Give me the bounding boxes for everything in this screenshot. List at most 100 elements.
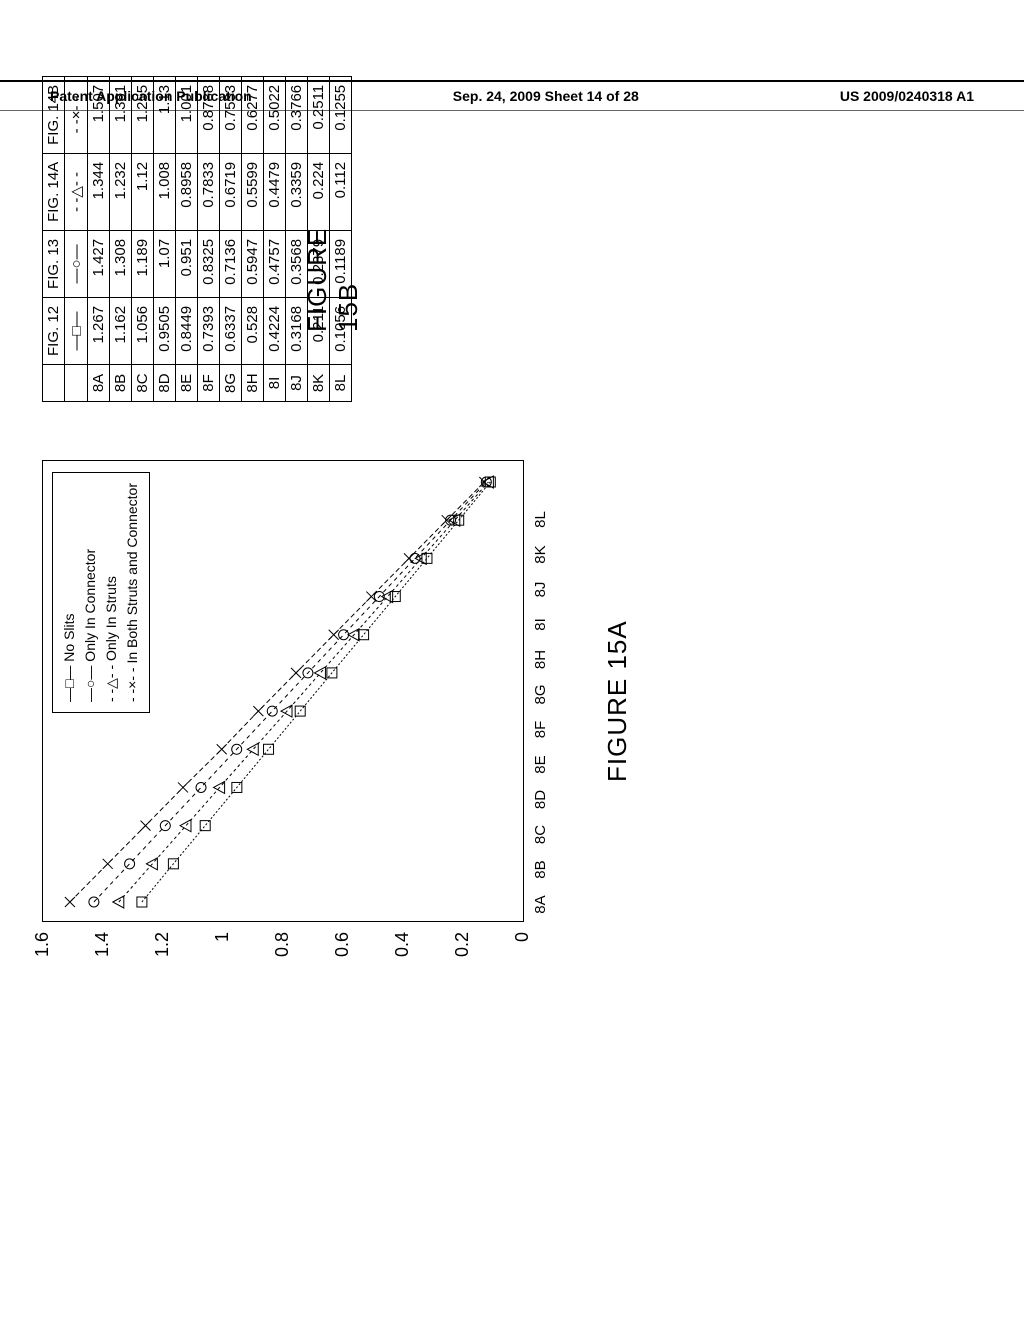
table-cell: 0.4757 <box>264 230 286 297</box>
figure-15a-label: FIGURE 15A <box>602 620 633 782</box>
table-cell: 1.056 <box>132 297 154 364</box>
table-symbol-cell: —□— <box>65 297 88 364</box>
table-cell: 0.528 <box>242 297 264 364</box>
table-cell: 0.951 <box>176 230 198 297</box>
x-tick-label: 8C <box>532 817 549 852</box>
table-cell: 0.7393 <box>198 297 220 364</box>
x-tick-label: 8K <box>532 537 549 572</box>
table-cell: 0.112 <box>330 153 352 230</box>
table-cell: 1.07 <box>154 230 176 297</box>
header-mid: Sep. 24, 2009 Sheet 14 of 28 <box>403 88 689 104</box>
table-cell: 8D <box>154 364 176 401</box>
table-symbol-cell: —○— <box>65 230 88 297</box>
x-tick-label: 8I <box>532 607 549 642</box>
x-tick-label: 8D <box>532 782 549 817</box>
table-cell: 1.13 <box>154 76 176 153</box>
table-cell: 0.8449 <box>176 297 198 364</box>
table-cell: 8L <box>330 364 352 401</box>
table-cell: 8E <box>176 364 198 401</box>
y-tick-label: 1.2 <box>152 932 173 957</box>
x-tick-label: 8E <box>532 747 549 782</box>
chart-figure-15a: 00.20.40.60.811.21.41.6 8A8B8C8D8E8F8G8H… <box>42 462 602 982</box>
table-cell: 8B <box>110 364 132 401</box>
table-row: 8H0.5280.59470.55990.6277 <box>242 76 264 401</box>
legend-item: - -×- - In Both Struts and Connector <box>122 483 143 702</box>
table-cell: 8J <box>286 364 308 401</box>
table-cell: 1.001 <box>176 76 198 153</box>
table-cell: 0.4224 <box>264 297 286 364</box>
table-cell: 8C <box>132 364 154 401</box>
table-cell: 8A <box>88 364 110 401</box>
y-tick-label: 0 <box>512 932 533 942</box>
table-cell: 0.4479 <box>264 153 286 230</box>
x-tick-label: 8H <box>532 642 549 677</box>
table-cell: 0.6277 <box>242 76 264 153</box>
table-cell: 0.5599 <box>242 153 264 230</box>
table-cell: 8G <box>220 364 242 401</box>
y-tick-label: 1.6 <box>32 932 53 957</box>
table-cell: 8K <box>308 364 330 401</box>
table-cell: 1.008 <box>154 153 176 230</box>
legend-item: —□— No Slits <box>59 483 80 702</box>
y-tick-label: 0.2 <box>452 932 473 957</box>
table-cell: 0.8325 <box>198 230 220 297</box>
y-tick-label: 0.6 <box>332 932 353 957</box>
table-cell: 0.6719 <box>220 153 242 230</box>
table-symbol-cell: - -△- - <box>65 153 88 230</box>
table-header-cell: FIG. 14B <box>43 76 65 153</box>
table-cell: 0.7833 <box>198 153 220 230</box>
table-cell: 1.427 <box>88 230 110 297</box>
figure-15b-label: FIGURE 15B <box>302 228 364 332</box>
table-cell: 0.6337 <box>220 297 242 364</box>
x-tick-label: 8F <box>532 712 549 747</box>
table-symbol-cell: - -×- - <box>65 76 88 153</box>
chart-legend: —□— No Slits—○— Only In Connector- -△- -… <box>52 472 150 713</box>
y-axis-labels: 00.20.40.60.811.21.41.6 <box>42 927 522 982</box>
table-cell: 0.224 <box>308 153 330 230</box>
table-cell: 1.308 <box>110 230 132 297</box>
table-cell: 1.381 <box>110 76 132 153</box>
table-header-cell <box>43 364 65 401</box>
header-right: US 2009/0240318 A1 <box>790 88 1024 104</box>
table-cell: 0.5022 <box>264 76 286 153</box>
y-tick-label: 0.4 <box>392 932 413 957</box>
table-cell: 8F <box>198 364 220 401</box>
legend-item: —○— Only In Connector <box>80 483 101 702</box>
x-tick-label: 8J <box>532 572 549 607</box>
table-cell: 1.232 <box>110 153 132 230</box>
table-cell: 0.9505 <box>154 297 176 364</box>
table-cell: 1.344 <box>88 153 110 230</box>
table-row: 8B1.1621.3081.2321.381 <box>110 76 132 401</box>
table-cell: 0.8788 <box>198 76 220 153</box>
table-row: 8I0.42240.47570.44790.5022 <box>264 76 286 401</box>
table-header-cell: FIG. 14A <box>43 153 65 230</box>
table-symbol-cell <box>65 364 88 401</box>
table-cell: 0.3359 <box>286 153 308 230</box>
table-cell: 0.7136 <box>220 230 242 297</box>
table-row: 8F0.73930.83250.78330.8788 <box>198 76 220 401</box>
x-tick-label: 8A <box>532 887 549 922</box>
table-cell: 0.5947 <box>242 230 264 297</box>
table-header-cell: FIG. 12 <box>43 297 65 364</box>
table-row: 8C1.0561.1891.121.255 <box>132 76 154 401</box>
table-cell: 0.1255 <box>330 76 352 153</box>
table-header-cell: FIG. 13 <box>43 230 65 297</box>
table-cell: 8I <box>264 364 286 401</box>
table-cell: 0.8958 <box>176 153 198 230</box>
y-tick-label: 1.4 <box>92 932 113 957</box>
legend-item: - -△- - Only In Struts <box>101 483 122 702</box>
x-tick-label: 8G <box>532 677 549 712</box>
table-row: 8G0.63370.71360.67190.7533 <box>220 76 242 401</box>
table-cell: 1.162 <box>110 297 132 364</box>
table-cell: 1.267 <box>88 297 110 364</box>
y-tick-label: 0.8 <box>272 932 293 957</box>
table-cell: 0.2511 <box>308 76 330 153</box>
table-cell: 0.3766 <box>286 76 308 153</box>
table-row: 8A1.2671.4271.3441.507 <box>88 76 110 401</box>
y-tick-label: 1 <box>212 932 233 942</box>
table-cell: 1.507 <box>88 76 110 153</box>
x-tick-label: 8L <box>532 502 549 537</box>
table-cell: 0.7533 <box>220 76 242 153</box>
x-axis-labels: 8A8B8C8D8E8F8G8H8I8J8K8L <box>532 462 549 922</box>
table-row: 8D0.95051.071.0081.13 <box>154 76 176 401</box>
